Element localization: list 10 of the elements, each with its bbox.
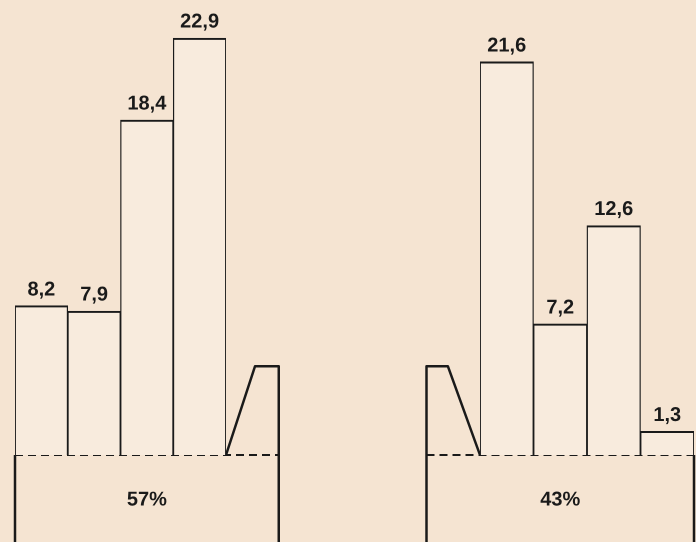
data-label: 12,6 <box>594 198 634 220</box>
data-label: 1,3 <box>653 404 682 426</box>
data-label: 7,2 <box>546 296 574 318</box>
data-label: 21,6 <box>487 34 526 56</box>
text: 57% <box>126 488 167 512</box>
data-label: 8,2 <box>27 278 56 300</box>
text: 43% <box>540 488 580 512</box>
data-label: 7,9 <box>80 284 108 306</box>
data-label: 22,9 <box>180 10 220 33</box>
data-label: 18,4 <box>127 92 168 115</box>
